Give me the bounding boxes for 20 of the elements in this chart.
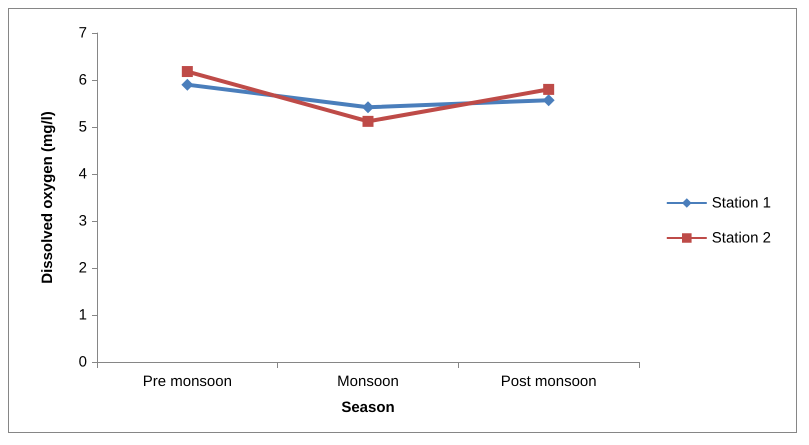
y-tick-label: 4 xyxy=(78,166,87,182)
point xyxy=(362,116,374,127)
y-tick-label: 3 xyxy=(78,212,87,230)
legend-label: Station 1 xyxy=(712,194,772,212)
x-tick-label: Monsoon xyxy=(337,373,399,390)
x-tick-label: Pre monsoon xyxy=(142,373,232,390)
y-axis-title: Dissolved oxygen (mg/l) xyxy=(39,111,56,284)
point xyxy=(362,101,374,114)
y-tick-label: 6 xyxy=(78,72,87,88)
y-tick-label: 2 xyxy=(78,260,87,276)
x-tick-label: Post monsoon xyxy=(500,373,597,390)
point xyxy=(181,78,194,91)
y-tick-label: 0 xyxy=(78,354,87,370)
y-tick-label: 1 xyxy=(78,306,87,324)
x-axis-title: Season xyxy=(341,399,395,416)
y-tick-label: 5 xyxy=(78,118,87,136)
legend-label: Station 2 xyxy=(712,230,772,246)
point xyxy=(543,84,554,95)
y-tick-label: 7 xyxy=(78,24,87,42)
point xyxy=(182,66,193,78)
